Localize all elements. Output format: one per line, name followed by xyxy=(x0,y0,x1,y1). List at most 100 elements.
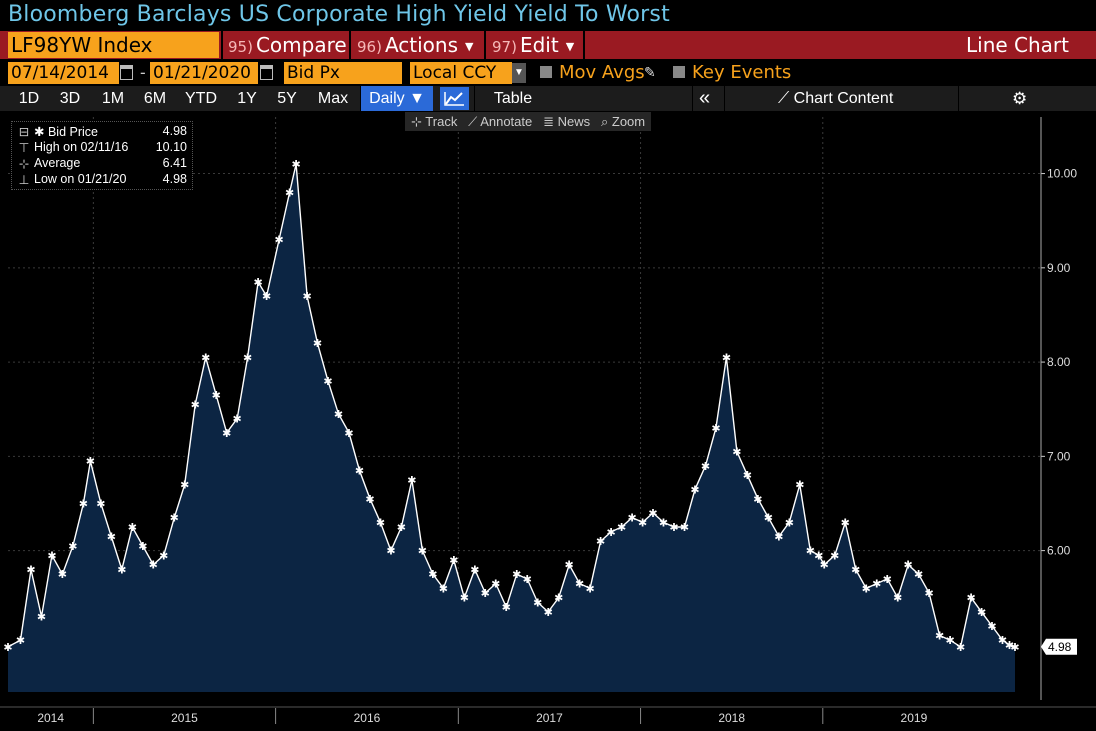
date-separator: - xyxy=(140,63,146,82)
line-chart[interactable]: ✱ ✱ ✱ ✱ ✱ ✱ ✱ ✱ ✱ ✱ ✱ ✱ ✱ ✱ ✱ ✱ ✱ ✱ ✱ ✱ ✱ ✱ ✱ ✱ ✱ ✱ ✱ ✱ ✱ ✱ ✱ ✱ ✱ ✱ ✱ ✱ ✱ ✱ ✱ ✱… xyxy=(0,111,1096,731)
legend-row-low: ⊥ Low on 01/21/20 4.98 xyxy=(12,172,192,188)
series-bid-price[interactable]: ✱ ✱ ✱ ✱ ✱ ✱ ✱ ✱ ✱ ✱ ✱ ✱ ✱ ✱ ✱ ✱ ✱ ✱ ✱ ✱ ✱ ✱ ✱ ✱ ✱ ✱ ✱ ✱ ✱ ✱ ✱ ✱ ✱ ✱ ✱ ✱ ✱ ✱ ✱ ✱… xyxy=(3,159,1020,693)
data-point: ✱ xyxy=(814,550,823,562)
collapse-icon[interactable]: « xyxy=(699,87,711,109)
compare-number: 95) xyxy=(228,38,253,56)
data-point: ✱ xyxy=(3,642,12,654)
annotate-label: Annotate xyxy=(480,114,533,129)
key-events-label[interactable]: Key Events xyxy=(692,62,792,83)
data-point: ✱ xyxy=(966,593,975,605)
edit-label: Edit xyxy=(519,33,559,57)
data-point: ✱ xyxy=(491,579,500,591)
range-1y-button[interactable]: 1Y xyxy=(237,90,257,107)
data-point: ✱ xyxy=(565,560,574,572)
range-max-button[interactable]: Max xyxy=(317,90,349,107)
data-point: ✱ xyxy=(428,569,437,581)
data-point: ✱ xyxy=(774,531,783,543)
data-point: ✱ xyxy=(1005,640,1014,652)
y-tick-label: 10.00 xyxy=(1047,167,1077,181)
compare-label: Compare xyxy=(255,33,347,57)
edit-number: 97) xyxy=(492,38,517,56)
caret-down-icon: ▼ xyxy=(565,40,575,53)
data-point: ✱ xyxy=(512,569,521,581)
data-point: ✱ xyxy=(365,494,374,506)
data-point: ✱ xyxy=(460,593,469,605)
data-point: ✱ xyxy=(16,635,25,647)
view-label: Line Chart xyxy=(966,33,1069,57)
data-point: ✱ xyxy=(680,522,689,534)
caret-down-icon: ▼ xyxy=(465,40,474,53)
frequency-select[interactable]: Daily ▼ xyxy=(361,86,433,111)
news-label: News xyxy=(557,114,591,129)
data-point: ✱ xyxy=(606,527,615,539)
data-point: ✱ xyxy=(669,522,678,534)
currency-select[interactable]: Local CCY xyxy=(410,62,512,84)
caret-down-icon: ▼ xyxy=(409,90,425,107)
range-ytd-button[interactable]: YTD xyxy=(185,90,217,107)
range-3d-button[interactable]: 3D xyxy=(59,90,81,107)
key-events-checkbox[interactable] xyxy=(673,66,685,78)
data-point: ✱ xyxy=(159,550,168,562)
data-point: ✱ xyxy=(753,494,762,506)
chart-content-icon: ⟋ xyxy=(778,90,794,107)
news-tool[interactable]: ≣ News xyxy=(543,114,590,129)
data-point: ✱ xyxy=(830,550,839,562)
end-date-input[interactable]: 01/21/2020 xyxy=(150,62,258,84)
legend-value: 4.98 xyxy=(162,124,187,138)
divider xyxy=(484,31,486,59)
edit-button[interactable]: 97) Edit ▼ xyxy=(492,31,574,59)
legend-row-bid-price: ⊟ ✱ Bid Price 4.98 xyxy=(12,124,192,140)
data-point: ✱ xyxy=(355,465,364,477)
range-1d-button[interactable]: 1D xyxy=(18,90,40,107)
data-point: ✱ xyxy=(481,588,490,600)
pencil-icon[interactable]: ✎ xyxy=(644,64,656,80)
data-point: ✱ xyxy=(107,531,116,543)
ticker-input[interactable]: LF98YW Index xyxy=(8,32,219,58)
data-point: ✱ xyxy=(449,555,458,567)
zoom-tool[interactable]: ⌕ Zoom xyxy=(601,114,645,129)
data-point: ✱ xyxy=(935,630,944,642)
average-marker-icon: ⊹ xyxy=(18,157,30,171)
chart-content-button[interactable]: ⟋ Chart Content xyxy=(778,86,893,111)
calendar-icon[interactable] xyxy=(260,65,273,80)
legend-label: Low on 01/21/20 xyxy=(34,172,127,186)
calendar-icon[interactable] xyxy=(120,65,133,80)
news-icon: ≣ xyxy=(543,114,554,129)
field-select[interactable]: Bid Px xyxy=(284,62,402,84)
legend-label: Average xyxy=(34,156,81,170)
annotate-tool[interactable]: ⟋ Annotate xyxy=(468,114,532,129)
data-point: ✱ xyxy=(1010,642,1019,654)
data-point: ✱ xyxy=(274,235,283,247)
range-bar xyxy=(0,86,1096,111)
data-point: ✱ xyxy=(262,291,271,303)
range-5y-button[interactable]: 5Y xyxy=(277,90,297,107)
mov-avgs-label[interactable]: Mov Avgs xyxy=(559,62,645,83)
data-point: ✱ xyxy=(659,517,668,529)
data-point: ✱ xyxy=(617,522,626,534)
data-point: ✱ xyxy=(648,508,657,520)
track-tool[interactable]: ⊹ Track xyxy=(411,114,457,129)
data-point: ✱ xyxy=(26,564,35,576)
data-point: ✱ xyxy=(987,621,996,633)
collapse-box-icon[interactable]: ⊟ xyxy=(18,125,30,139)
data-point: ✱ xyxy=(58,569,67,581)
data-point: ✱ xyxy=(291,159,300,171)
start-date-input[interactable]: 07/14/2014 xyxy=(8,62,119,84)
caret-down-icon[interactable]: ▼ xyxy=(512,63,526,83)
mov-avgs-checkbox[interactable] xyxy=(540,66,552,78)
range-1m-button[interactable]: 1M xyxy=(101,90,125,107)
line-chart-icon[interactable] xyxy=(440,87,469,110)
data-point: ✱ xyxy=(690,484,699,496)
data-point: ✱ xyxy=(914,569,923,581)
range-6m-button[interactable]: 6M xyxy=(143,90,167,107)
y-tick-label: 7.00 xyxy=(1047,449,1071,463)
x-tick-label: 2016 xyxy=(354,711,381,725)
x-tick-label: 2014 xyxy=(37,711,64,725)
compare-button[interactable]: 95) Compare xyxy=(228,31,347,59)
actions-label: Actions xyxy=(384,33,459,57)
x-tick-label: 2015 xyxy=(171,711,198,725)
low-marker-icon: ⊥ xyxy=(18,173,30,187)
gear-icon[interactable]: ⚙ xyxy=(1012,89,1028,108)
table-button[interactable]: Table xyxy=(493,90,533,107)
actions-button[interactable]: 96) Actions ▼ xyxy=(357,31,473,59)
